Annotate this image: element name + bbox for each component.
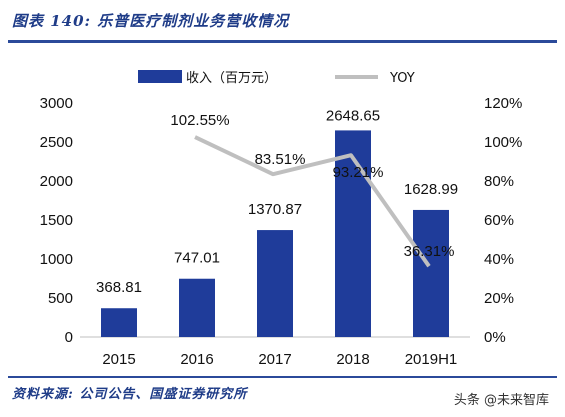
yoy-line-series [194, 135, 431, 268]
x-tick-label: 2015 [102, 351, 135, 368]
left-axis-ticks: 0 500 1000 1500 2000 2500 3000 [40, 95, 73, 346]
right-tick-label: 40% [484, 251, 514, 268]
right-tick-label: 20% [484, 290, 514, 307]
source-note: 资料来源: 公司公告、国盛证券研究所 [12, 387, 248, 402]
bar-value-label: 1370.87 [248, 201, 302, 218]
yoy-value-label: 102.55% [170, 112, 229, 129]
x-tick-label: 2019H1 [405, 351, 458, 368]
right-tick-label: 80% [484, 173, 514, 190]
right-axis-ticks: 0% 20% 40% 60% 80% 100% 120% [484, 95, 522, 346]
left-tick-label: 0 [65, 329, 73, 346]
bar-value-label: 2648.65 [326, 107, 380, 124]
yoy-value-label: 93.21% [333, 164, 384, 181]
left-tick-label: 500 [48, 290, 73, 307]
yoy-line [194, 135, 431, 268]
data-labels: 368.81 747.01 1370.87 2648.65 1628.99 102.55%… [96, 107, 458, 296]
left-tick-label: 2000 [40, 173, 73, 190]
top-rule [8, 40, 557, 43]
right-tick-label: 0% [484, 329, 506, 346]
left-tick-label: 3000 [40, 95, 73, 112]
left-tick-label: 2500 [40, 134, 73, 151]
figure-title: 图表 140: 乐普医疗制剂业务营收情况 [12, 12, 290, 30]
bar-value-label: 747.01 [174, 250, 220, 267]
left-tick-label: 1000 [40, 251, 73, 268]
x-tick-label: 2018 [336, 351, 369, 368]
revenue-bar [335, 130, 371, 337]
revenue-bar [257, 230, 293, 337]
x-axis-ticks: 2015 2016 2017 2018 2019H1 [102, 351, 457, 368]
revenue-bar [179, 278, 215, 337]
legend: 收入（百万元） YOY [138, 70, 415, 86]
revenue-bar [101, 308, 137, 337]
x-tick-label: 2016 [180, 351, 213, 368]
yoy-value-label: 36.31% [404, 243, 455, 260]
revenue-bar [413, 209, 449, 337]
watermark: 头条 @未来智库 [453, 393, 549, 408]
bar-value-label: 1628.99 [404, 181, 458, 198]
bottom-rule [8, 376, 557, 378]
x-tick-label: 2017 [258, 351, 291, 368]
bar-value-label: 368.81 [96, 279, 142, 296]
right-tick-label: 120% [484, 95, 522, 112]
right-tick-label: 60% [484, 212, 514, 229]
legend-line-label: YOY [389, 71, 415, 86]
yoy-value-label: 83.51% [255, 151, 306, 168]
right-tick-label: 100% [484, 134, 522, 151]
left-tick-label: 1500 [40, 212, 73, 229]
bar-series [101, 130, 449, 337]
legend-bar-label: 收入（百万元） [186, 71, 277, 86]
legend-bar-swatch [138, 70, 182, 83]
